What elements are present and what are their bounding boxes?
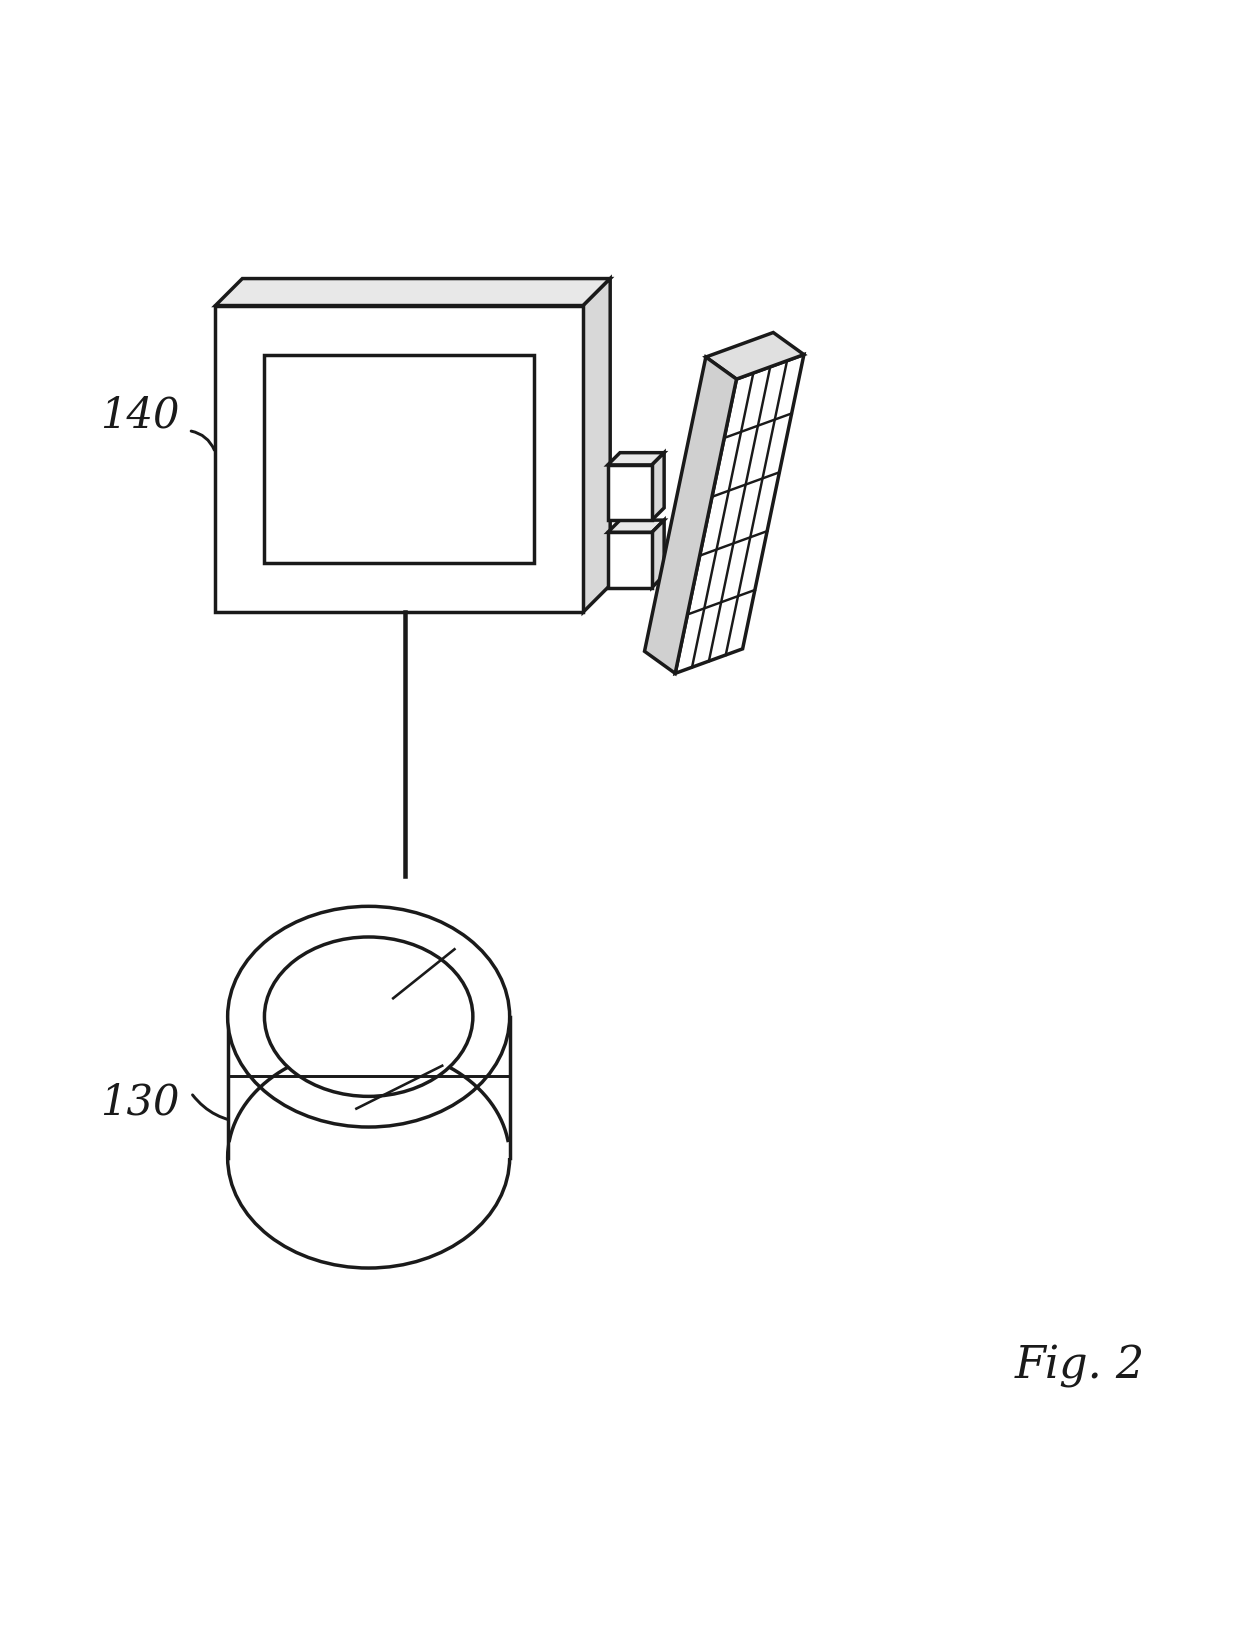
Ellipse shape bbox=[228, 1047, 510, 1268]
Ellipse shape bbox=[264, 937, 472, 1096]
Polygon shape bbox=[228, 1017, 510, 1157]
Polygon shape bbox=[608, 520, 665, 532]
Polygon shape bbox=[608, 453, 665, 464]
Polygon shape bbox=[652, 520, 665, 587]
Text: 130: 130 bbox=[99, 1081, 179, 1124]
Polygon shape bbox=[216, 279, 610, 305]
Polygon shape bbox=[608, 464, 652, 520]
Ellipse shape bbox=[228, 906, 510, 1127]
Polygon shape bbox=[216, 305, 583, 612]
Polygon shape bbox=[645, 358, 737, 673]
Polygon shape bbox=[675, 354, 804, 673]
Polygon shape bbox=[583, 279, 610, 612]
Text: Fig. 2: Fig. 2 bbox=[1014, 1344, 1145, 1388]
Text: 140: 140 bbox=[99, 395, 179, 437]
Polygon shape bbox=[652, 453, 665, 520]
Polygon shape bbox=[264, 354, 534, 563]
Polygon shape bbox=[706, 333, 804, 379]
Polygon shape bbox=[608, 532, 652, 587]
